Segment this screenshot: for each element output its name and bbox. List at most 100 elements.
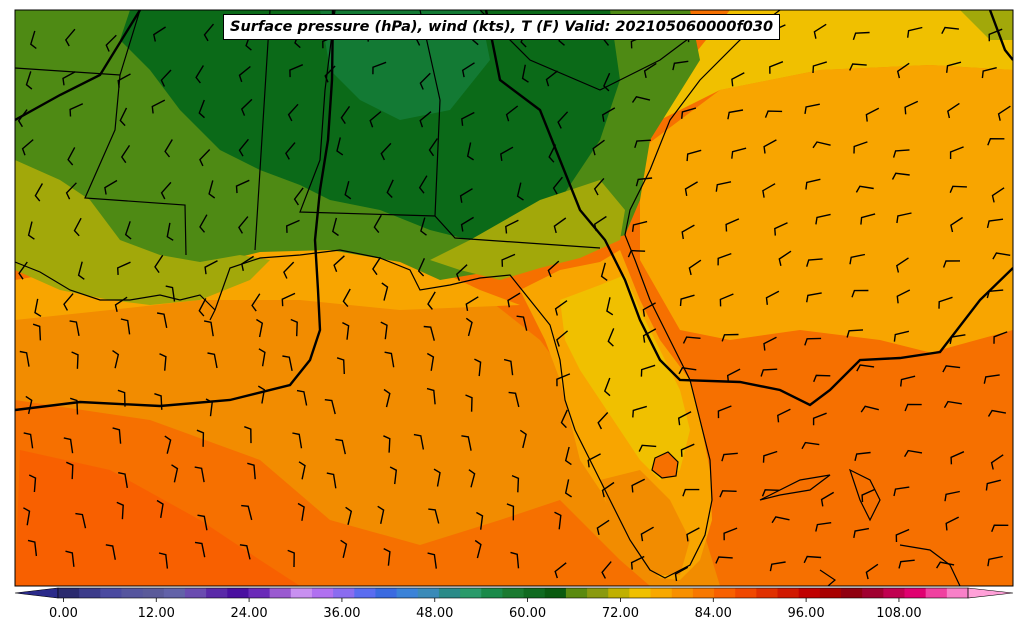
- wind-barb: [75, 512, 87, 529]
- wind-barb: [632, 405, 647, 418]
- wind-barb: [468, 469, 476, 488]
- wind-barb: [503, 358, 514, 376]
- wind-barb: [600, 262, 608, 281]
- wind-barb: [417, 258, 426, 277]
- colorbar-frame: [57, 587, 969, 599]
- wind-barb: [28, 474, 37, 493]
- wind-barb: [114, 296, 128, 312]
- wind-barb: [119, 107, 128, 127]
- colorbar-tick-label: 36.00: [323, 606, 360, 621]
- colorbar-swatch: [819, 588, 842, 598]
- wind-barb: [893, 330, 910, 342]
- wind-barb: [856, 364, 875, 372]
- colorbar-swatch: [269, 588, 292, 598]
- wind-barb: [198, 99, 205, 119]
- wind-barb: [642, 328, 657, 343]
- wind-barb: [778, 250, 792, 266]
- lake-okeechobee: [651, 451, 679, 479]
- wind-barb: [990, 454, 1004, 470]
- wind-barb: [849, 63, 867, 71]
- wind-barb: [335, 438, 346, 455]
- isobar: [15, 10, 142, 122]
- wind-barb: [548, 144, 557, 163]
- colorbar-swatch: [248, 588, 271, 598]
- wind-barb: [986, 289, 1004, 299]
- wind-barb: [116, 501, 124, 520]
- colorbar-swatch: [438, 588, 461, 598]
- wind-barb: [642, 302, 656, 317]
- wind-barb: [678, 367, 697, 375]
- wind-barb: [474, 539, 482, 559]
- wind-barb: [465, 394, 473, 412]
- colorbar-swatch: [904, 588, 927, 598]
- wind-barb: [603, 72, 611, 92]
- wind-barb: [774, 222, 788, 236]
- wind-barb: [151, 99, 166, 114]
- wind-barb: [117, 73, 131, 88]
- wind-barb: [465, 317, 473, 337]
- wind-barb: [852, 31, 870, 41]
- colorbar-extend-high: [967, 587, 1014, 599]
- wind-barb: [160, 69, 172, 87]
- wind-barb: [731, 147, 747, 159]
- wind-barb: [812, 141, 831, 149]
- colorbar-swatch: [925, 588, 948, 598]
- wind-barb: [427, 552, 437, 569]
- wind-barb: [104, 179, 118, 195]
- wind-barb: [593, 215, 607, 232]
- wind-barb: [942, 260, 961, 268]
- wind-barb: [950, 216, 963, 233]
- wind-barb: [865, 107, 880, 122]
- wind-barb: [992, 252, 1011, 260]
- colorbar-swatch: [587, 588, 609, 598]
- wind-barb: [64, 28, 76, 47]
- wind-barb: [476, 511, 484, 530]
- wind-barb: [459, 188, 473, 203]
- wind-barb: [65, 550, 75, 567]
- wind-barb: [124, 221, 132, 240]
- wind-barb: [721, 333, 739, 342]
- wind-barb: [32, 323, 42, 341]
- wind-barb: [682, 488, 700, 497]
- wind-barb: [285, 219, 300, 233]
- wind-barb: [369, 111, 382, 128]
- colorbar-swatch: [142, 588, 165, 598]
- wind-barb: [258, 348, 266, 367]
- wind-barb: [557, 111, 569, 129]
- wind-barb: [587, 453, 601, 468]
- wind-barb: [519, 429, 527, 449]
- wind-barb: [941, 26, 959, 35]
- wind-barb: [986, 218, 1004, 229]
- colorbar-swatch: [608, 588, 630, 598]
- wind-barb: [731, 72, 745, 87]
- wind-barb: [120, 318, 131, 335]
- wind-barb: [635, 177, 653, 187]
- boundary-line: [254, 10, 271, 251]
- boundary-line: [84, 74, 187, 256]
- wind-barb: [154, 393, 163, 410]
- wind-barb: [198, 298, 207, 317]
- wind-barb: [67, 147, 76, 166]
- wind-barb: [194, 541, 206, 558]
- boundary-line: [479, 10, 701, 91]
- wind-barb: [717, 252, 732, 266]
- wind-barb: [860, 213, 876, 225]
- colorbar-swatch: [163, 588, 186, 598]
- wind-barb: [686, 149, 702, 162]
- wind-barb: [324, 65, 336, 83]
- colorbar-tick-label: 108.00: [876, 606, 922, 621]
- wind-barb: [154, 254, 164, 274]
- wind-barb: [815, 213, 831, 225]
- wind-barb: [460, 216, 474, 232]
- map-border: [14, 9, 1014, 587]
- wind-barb: [812, 412, 827, 426]
- wind-barb: [607, 328, 615, 347]
- wind-barb: [21, 139, 34, 156]
- land-olive: [15, 160, 270, 305]
- wind-barb: [342, 288, 351, 308]
- wind-barb: [891, 172, 910, 180]
- wind-barb: [991, 187, 1005, 203]
- colorbar-swatch: [290, 588, 313, 598]
- wind-barb: [238, 65, 251, 83]
